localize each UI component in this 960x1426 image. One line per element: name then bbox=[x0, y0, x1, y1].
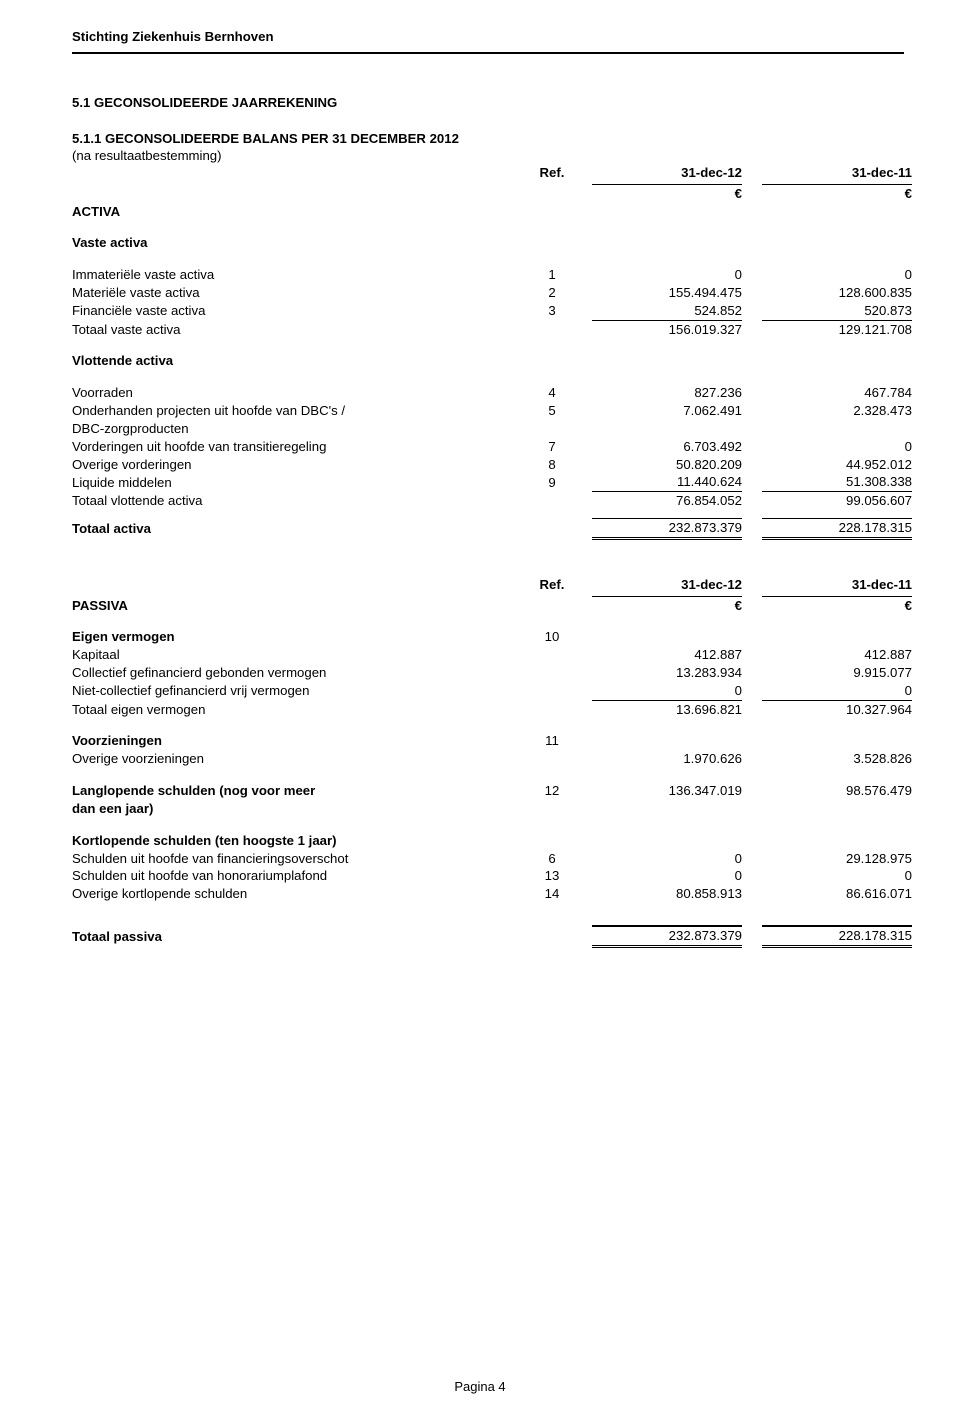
row-kapitaal: Kapitaal 412.887 412.887 bbox=[72, 646, 912, 664]
row-materieel: Materiële vaste activa 2 155.494.475 128… bbox=[72, 284, 912, 302]
row-immaterieel: Immateriële vaste activa 1 0 0 bbox=[72, 266, 912, 284]
activa-table: Ref. 31-dec-12 31-dec-11 € € ACTIVA Vast… bbox=[72, 164, 912, 540]
row-overige-vord: Overige vorderingen 8 50.820.209 44.952.… bbox=[72, 456, 912, 474]
balance-title-line1: 5.1.1 GECONSOLIDEERDE BALANS PER 31 DECE… bbox=[72, 130, 904, 147]
page-number: Pagina 4 bbox=[0, 1378, 960, 1396]
row-ohw-dbc-cont: DBC-zorgproducten bbox=[72, 420, 912, 438]
row-langlopend: Langlopende schulden (nog voor meer 12 1… bbox=[72, 782, 912, 800]
section-title: 5.1 GECONSOLIDEERDE JAARREKENING bbox=[72, 94, 904, 112]
row-ohw-dbc: Onderhanden projecten uit hoofde van DBC… bbox=[72, 402, 912, 420]
header-rule bbox=[72, 52, 904, 54]
row-ev-hdr: Eigen vermogen 10 bbox=[72, 628, 912, 646]
passiva-table: Ref. 31-dec-12 31-dec-11 PASSIVA € € Eig… bbox=[72, 576, 912, 948]
row-kort-2: Schulden uit hoofde van honorariumplafon… bbox=[72, 867, 912, 885]
row-vaste-totaal: Totaal vaste activa 156.019.327 129.121.… bbox=[72, 320, 912, 338]
row-transitie: Vorderingen uit hoofde van transitierege… bbox=[72, 438, 912, 456]
row-totaal-activa: Totaal activa 232.873.379 228.178.315 bbox=[72, 518, 912, 538]
row-financieel: Financiële vaste activa 3 524.852 520.87… bbox=[72, 302, 912, 320]
hdr-ref: Ref. bbox=[512, 164, 592, 184]
row-overige-voorz: Overige voorzieningen 1.970.626 3.528.82… bbox=[72, 750, 912, 768]
row-vlot-totaal: Totaal vlottende activa 76.854.052 99.05… bbox=[72, 492, 912, 510]
row-ncgv: Niet-collectief gefinancierd vrij vermog… bbox=[72, 682, 912, 700]
org-name: Stichting Ziekenhuis Bernhoven bbox=[72, 28, 904, 46]
vlottende-label: Vlottende activa bbox=[72, 352, 512, 370]
row-kort-3: Overige kortlopende schulden 14 80.858.9… bbox=[72, 885, 912, 903]
hdr-col2: 31-dec-11 bbox=[762, 164, 912, 184]
hdr-cur2: € bbox=[762, 184, 912, 202]
hdr-col2-2: 31-dec-11 bbox=[762, 576, 912, 596]
row-totaal-passiva: Totaal passiva 232.873.379 228.178.315 bbox=[72, 926, 912, 946]
row-cgv: Collectief gefinancierd gebonden vermoge… bbox=[72, 664, 912, 682]
row-ev-totaal: Totaal eigen vermogen 13.696.821 10.327.… bbox=[72, 700, 912, 718]
hdr-ref-2: Ref. bbox=[512, 576, 592, 596]
passiva-label: PASSIVA bbox=[72, 596, 512, 614]
row-langlopend-cont: dan een jaar) bbox=[72, 800, 912, 818]
hdr-col1: 31-dec-12 bbox=[592, 164, 742, 184]
balance-title-line2: (na resultaatbestemming) bbox=[72, 147, 904, 164]
kort-label: Kortlopende schulden (ten hoogste 1 jaar… bbox=[72, 832, 512, 850]
vaste-activa-label: Vaste activa bbox=[72, 234, 512, 252]
row-liquide: Liquide middelen 9 11.440.624 51.308.338 bbox=[72, 473, 912, 491]
row-kort-1: Schulden uit hoofde van financieringsove… bbox=[72, 850, 912, 868]
row-voorraden: Voorraden 4 827.236 467.784 bbox=[72, 384, 912, 402]
hdr-col1-2: 31-dec-12 bbox=[592, 576, 742, 596]
row-voorz-hdr: Voorzieningen 11 bbox=[72, 732, 912, 750]
hdr-cur1: € bbox=[592, 184, 742, 202]
activa-label: ACTIVA bbox=[72, 203, 512, 221]
